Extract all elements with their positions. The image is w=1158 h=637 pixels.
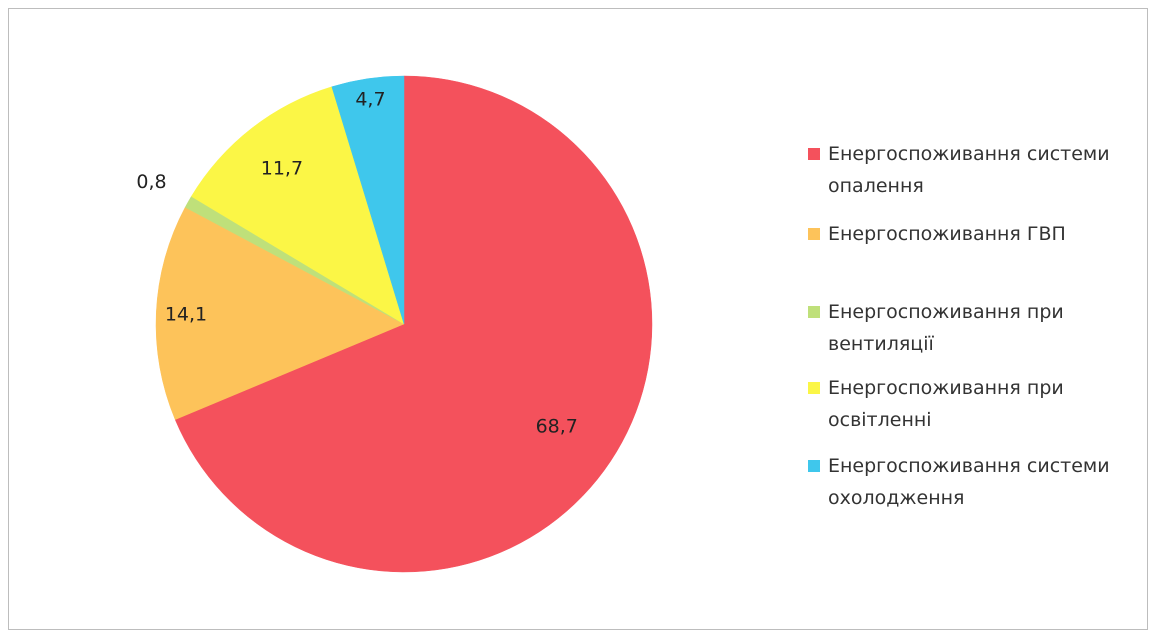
data-label-lighting: 11,7 [261, 158, 303, 180]
data-label-hot-water: 14,1 [165, 304, 207, 326]
data-label-cooling: 4,7 [355, 88, 385, 110]
pie-slice-hot-water [155, 206, 405, 420]
pie-slice-heating [174, 75, 653, 573]
pie-slice-cooling [331, 75, 405, 325]
legend-swatch-cooling [808, 460, 820, 472]
legend-item-lighting: Енергоспоживання при освітленні [808, 372, 1148, 436]
legend-swatch-heating [808, 148, 820, 160]
legend-swatch-hot-water [808, 228, 820, 240]
legend-swatch-ventilation [808, 306, 820, 318]
data-label-ventilation: 0,8 [136, 171, 166, 193]
legend-label-cooling: Енергоспоживання системи охолодження [828, 455, 1110, 509]
legend-item-cooling: Енергоспоживання системи охолодження [808, 450, 1148, 514]
legend-item-ventilation: Енергоспоживання при вентиляції [808, 296, 1148, 360]
legend-label-ventilation: Енергоспоживання при вентиляції [828, 301, 1064, 355]
legend-label-lighting: Енергоспоживання при освітленні [828, 377, 1064, 431]
legend-item-heating: Енергоспоживання системи опалення [808, 138, 1148, 202]
data-label-heating: 68,7 [536, 416, 578, 438]
legend-item-hot-water: Енергоспоживання ГВП [808, 218, 1148, 250]
legend-swatch-lighting [808, 382, 820, 394]
legend-label-heating: Енергоспоживання системи опалення [828, 143, 1110, 197]
legend-label-hot-water: Енергоспоживання ГВП [828, 223, 1066, 245]
pie-slice-lighting [190, 86, 405, 325]
